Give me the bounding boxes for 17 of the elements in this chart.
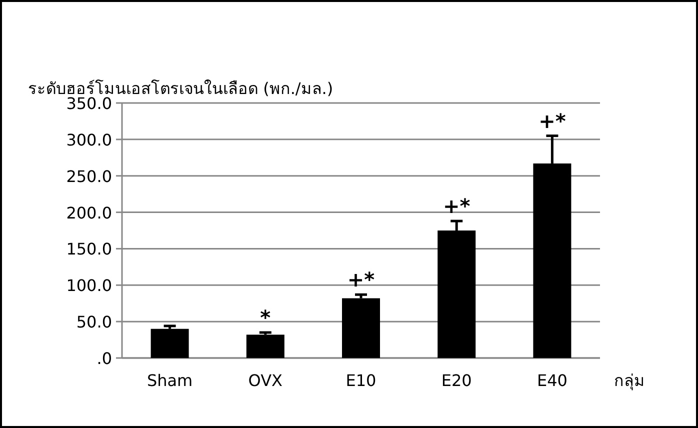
x-tick-label: E10 bbox=[346, 371, 376, 390]
x-tick-label: OVX bbox=[248, 371, 283, 390]
y-tick-label: 200.0 bbox=[66, 203, 112, 222]
y-tick-label: 250.0 bbox=[66, 166, 112, 186]
x-tick-label: E20 bbox=[441, 371, 472, 390]
x-tick-label: E40 bbox=[536, 371, 568, 390]
annotation: +* bbox=[538, 108, 566, 133]
y-tick-label: .0 bbox=[96, 349, 112, 368]
annotation: +* bbox=[347, 268, 376, 292]
y-tick-label: 100.0 bbox=[66, 276, 112, 296]
x-tick-label: Sham bbox=[146, 371, 193, 390]
y-tick-label: 50.0 bbox=[76, 312, 112, 332]
annotation: +* bbox=[442, 194, 471, 218]
y-tick-label: 150.0 bbox=[66, 240, 112, 259]
x-axis-title: กลุ่ม bbox=[614, 371, 645, 391]
y-tick-label: 300.0 bbox=[66, 130, 112, 150]
annotation: * bbox=[260, 306, 272, 330]
